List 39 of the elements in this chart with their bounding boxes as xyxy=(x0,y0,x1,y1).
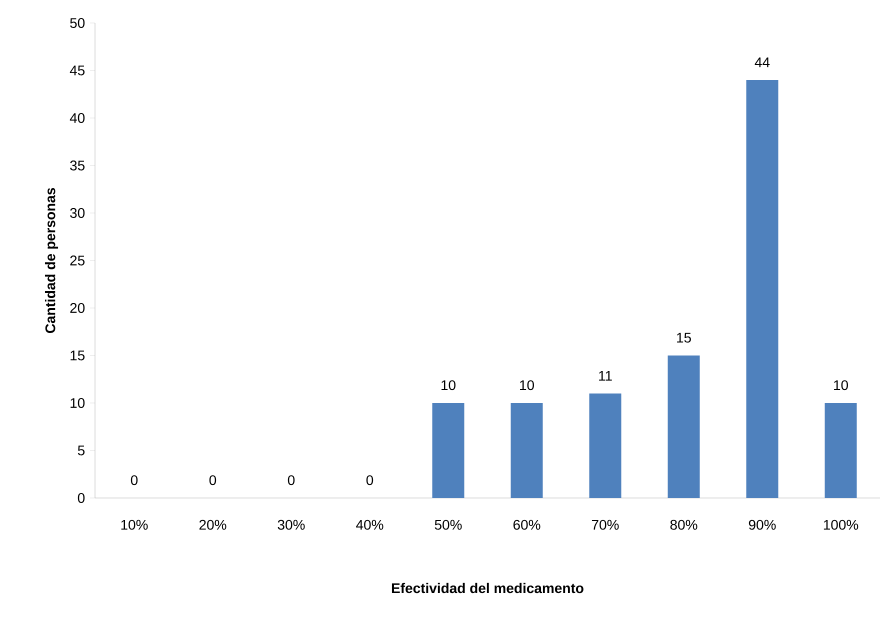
bar xyxy=(510,403,543,498)
y-tick-label: 30 xyxy=(70,208,85,218)
x-tick-label: 20% xyxy=(199,520,226,530)
y-tick-label: 0 xyxy=(78,493,85,503)
y-tick-label: 40 xyxy=(70,113,85,123)
x-tick-label: 10% xyxy=(121,520,148,530)
x-tick-label: 70% xyxy=(592,520,619,530)
bar xyxy=(589,394,622,498)
y-axis-title: Cantidad de personas xyxy=(44,188,58,334)
y-tick-label: 35 xyxy=(70,160,85,170)
y-tick-label: 50 xyxy=(70,18,85,28)
x-tick-label: 60% xyxy=(513,520,540,530)
data-label: 15 xyxy=(677,332,691,343)
bar xyxy=(746,80,778,498)
y-tick-label: 20 xyxy=(70,303,85,313)
x-tick-label: 30% xyxy=(278,520,305,530)
data-label: 10 xyxy=(442,380,456,390)
x-tick-label: 80% xyxy=(670,520,698,530)
data-label: 0 xyxy=(130,475,138,486)
y-tick-label: 25 xyxy=(70,256,85,266)
data-label: 0 xyxy=(288,475,295,486)
bar xyxy=(432,403,464,498)
y-tick-label: 45 xyxy=(70,66,85,76)
bar xyxy=(824,403,857,498)
x-tick-label: 100% xyxy=(824,520,858,530)
y-tick-label: 10 xyxy=(70,398,85,408)
x-axis-title: Efectividad del medicamento xyxy=(392,582,584,594)
data-label: 10 xyxy=(520,380,534,390)
y-tick-label: 5 xyxy=(78,446,85,456)
data-label: 44 xyxy=(754,58,770,68)
y-tick-label: 15 xyxy=(70,350,85,360)
data-label: 10 xyxy=(834,380,848,390)
x-tick-label: 50% xyxy=(434,520,462,530)
data-label: 0 xyxy=(366,475,374,486)
data-label: 11 xyxy=(599,371,612,381)
x-tick-label: 90% xyxy=(748,520,776,530)
data-label: 0 xyxy=(209,475,216,486)
x-tick-label: 40% xyxy=(356,520,384,530)
bar xyxy=(668,356,700,498)
